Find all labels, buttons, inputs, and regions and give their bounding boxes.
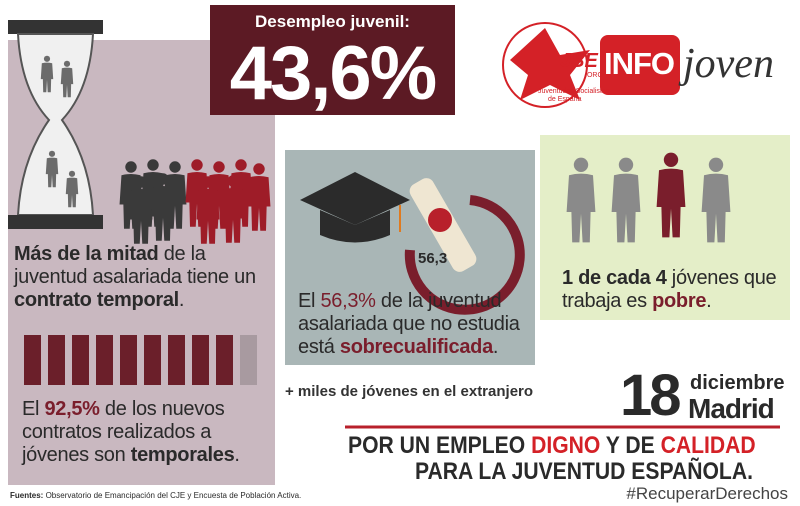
text: . [492,336,499,358]
text: . [706,290,712,312]
logo-info: INFO [604,46,675,81]
text: jóvenes que trabaja es [562,267,777,312]
poverty-text: 1 de cada 4 jóvenes que trabaja es pobre… [562,267,782,313]
highlight: pobre [652,290,707,312]
logo-jse: JSE [560,50,598,72]
graduation-icons [300,172,525,315]
contract-bars [24,335,257,385]
event-day: 18 [620,363,681,428]
event-month: diciembre [690,372,785,394]
contracts-text: El 92,5% de los nuevos contratos realiza… [22,398,267,467]
logo-name-1: Juventudes Socialistas [538,88,610,95]
highlight: 56,3% [320,290,376,312]
text: de la juventud asalariada que no estudia… [298,290,520,358]
unemployment-label: Desempleo juvenil: [255,12,410,31]
text: . [178,289,185,311]
text: de la juventud asalariada tiene un [14,243,256,288]
hourglass [8,20,103,229]
highlight: Más de la mitad [14,243,159,265]
unemployment-box [210,5,455,115]
slogan-line-2: PARA LA JUVENTUD ESPAÑOLA. [415,458,753,485]
highlight: CALIDAD [660,432,756,459]
text: . [234,444,240,466]
highlight: 92,5% [44,398,100,420]
hashtag: #RecuperarDerechos [626,484,788,503]
logo [502,22,680,108]
abroad-text: + miles de jóvenes en el extranjero [285,383,534,400]
badge: 56,3 [418,250,448,267]
logo-name: Juventudes Socialistas de España [538,88,609,104]
unemployment-value: 43,6% [229,31,438,116]
text: Y DE [600,432,661,459]
highlight: sobrecualificada [339,336,493,358]
logo-joven: joven [683,41,774,87]
highlight: DIGNO [531,432,601,459]
text: POR UN EMPLEO [348,432,532,459]
highlight: temporales [130,444,235,466]
text: El [22,398,45,420]
overqualified-text: El 56,3% de la juventud asalariada que n… [298,290,533,359]
slogan-line-1: POR UN EMPLEO DIGNO Y DE CALIDAD [348,432,756,460]
event-city: Madrid [688,393,775,424]
logo-org: .ORG [585,72,603,79]
highlight: contrato temporal [14,289,179,311]
text: El [298,290,321,312]
sources-label: Fuentes: [10,491,44,500]
temporal-text: Más de la mitad de la juventud asalariad… [14,243,274,312]
sources: Fuentes: Observatorio de Emancipación de… [10,491,301,500]
highlight: 1 de cada 4 [562,267,667,289]
logo-name-2: de España [548,96,582,103]
text: de los nuevos contratos realizados a jóv… [22,398,225,466]
sources-text: Observatorio de Emancipación del CJE y E… [45,491,302,500]
